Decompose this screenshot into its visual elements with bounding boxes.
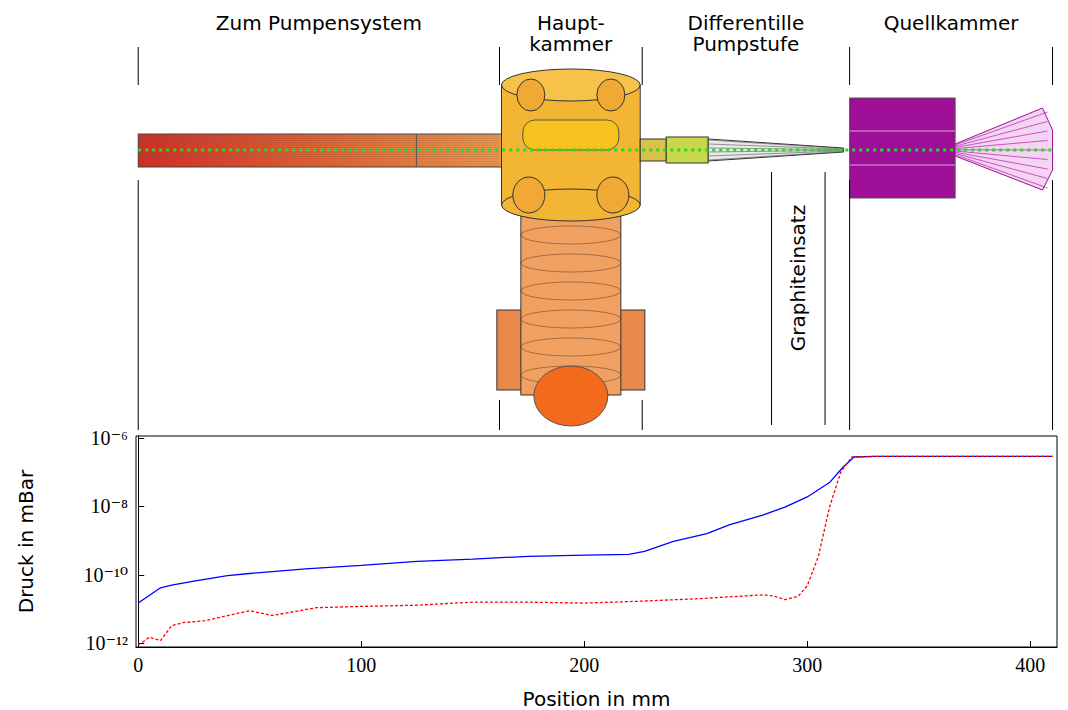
svg-text:10⁻⁸: 10⁻⁸ [90, 495, 128, 517]
svg-text:Graphiteinsatz: Graphiteinsatz [786, 205, 810, 351]
svg-text:Position in mm: Position in mm [523, 687, 671, 710]
svg-text:300: 300 [792, 654, 822, 676]
svg-text:10⁻¹²: 10⁻¹² [85, 632, 128, 654]
svg-text:Haupt-kammer: Haupt-kammer [529, 11, 613, 56]
svg-text:DifferentillePumpstufe: DifferentillePumpstufe [688, 11, 805, 56]
svg-text:Quellkammer: Quellkammer [884, 11, 1020, 35]
svg-text:0: 0 [133, 654, 143, 676]
svg-text:10⁻⁶: 10⁻⁶ [90, 427, 128, 449]
svg-text:100: 100 [346, 654, 376, 676]
svg-text:400: 400 [1015, 654, 1045, 676]
svg-text:Druck in mBar: Druck in mBar [14, 469, 38, 613]
svg-text:Zum Pumpensystem: Zum Pumpensystem [216, 11, 422, 35]
svg-text:200: 200 [569, 654, 599, 676]
svg-text:10⁻¹⁰: 10⁻¹⁰ [83, 564, 128, 586]
